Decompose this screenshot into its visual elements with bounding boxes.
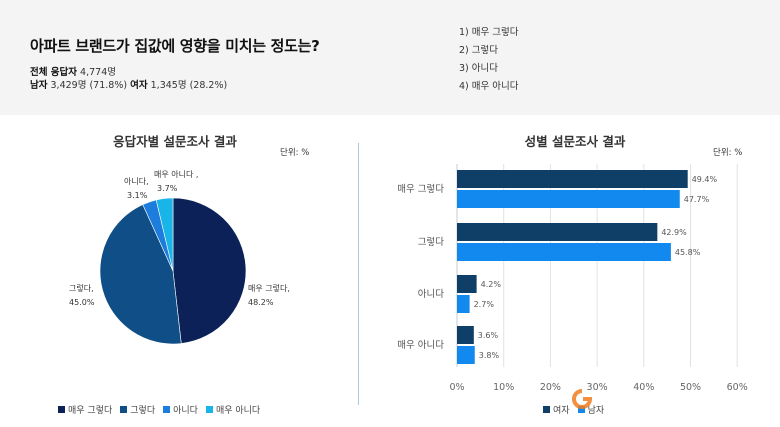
pie-slice-yes — [99, 204, 182, 345]
bar-unit-label: 단위: % — [713, 148, 743, 158]
pie-label-category: 그렇다, — [69, 283, 94, 293]
pie-unit-label: 단위: % — [280, 148, 310, 158]
legend-item-very-yes: 매우 그렇다 — [58, 403, 112, 416]
bar-male — [457, 295, 470, 313]
bar-category-label: 매우 그렇다 — [397, 184, 444, 195]
answer-option: 4) 매우 아니다 — [459, 81, 519, 92]
total-respondents: 전체 응답자 4,774명 — [30, 64, 116, 78]
survey-question: 아파트 브랜드가 집값에 영향을 미치는 정도는? — [30, 37, 320, 55]
bar-value-label: 4.2% — [481, 280, 502, 289]
logo-watermark — [572, 389, 593, 409]
bar-x-tick: 30% — [587, 382, 608, 393]
bar-category-label: 매우 아니다 — [397, 340, 444, 351]
female-value: 1,345명 (28.2%) — [150, 80, 228, 91]
bar-value-label: 49.4% — [692, 175, 718, 184]
legend-item-yes: 그렇다 — [120, 403, 155, 416]
gender-breakdown: 남자 3,429명 (71.8%) 여자 1,345명 (28.2%) — [30, 77, 227, 91]
panel-divider — [358, 143, 359, 405]
answer-options: 1) 매우 그렇다 2) 그렇다 3) 아니다 4) 매우 아니다 — [459, 24, 519, 96]
bar-chart: 0% 10% 20% 30% 40% 50% 60% 매우 그렇다 49.4% 47.7% 그렇다 4… — [397, 164, 748, 393]
legend-swatch — [163, 406, 171, 413]
answer-option: 2) 그렇다 — [459, 45, 498, 56]
bar-legend: 여자 남자 — [543, 403, 612, 416]
bar-female — [457, 275, 477, 293]
bar-female — [457, 170, 688, 188]
legend-item-male: 남자 — [577, 403, 605, 416]
pie-label-value: 3.1% — [127, 191, 148, 200]
legend-label: 매우 아니다 — [215, 406, 261, 416]
legend-swatch — [577, 406, 585, 413]
answer-option: 1) 매우 그렇다 — [459, 27, 519, 38]
bar-male — [457, 243, 671, 261]
male-label: 남자 — [30, 80, 48, 91]
bar-female — [457, 326, 474, 344]
bar-x-tick: 10% — [493, 382, 514, 393]
pie-legend: 매우 그렇다 그렇다 아니다 매우 아니다 — [58, 403, 268, 416]
legend-label: 아니다 — [173, 406, 198, 416]
pie-label-category: 매우 아니다 , — [154, 169, 198, 179]
legend-label: 남자 — [587, 406, 605, 416]
pie-label-category: 아니다, — [124, 176, 149, 186]
pie-label-category: 매우 그렇다, — [248, 283, 290, 293]
total-label: 전체 응답자 — [30, 67, 78, 78]
pie-slice-very-yes — [172, 197, 247, 344]
legend-swatch — [543, 406, 550, 413]
legend-label: 여자 — [553, 406, 570, 416]
bar-x-tick: 60% — [727, 382, 748, 393]
bar-value-label: 42.9% — [661, 228, 687, 237]
bar-x-tick: 50% — [680, 382, 701, 393]
bar-male — [457, 346, 475, 364]
legend-swatch — [58, 406, 65, 413]
bar-female — [457, 223, 658, 241]
female-label: 여자 — [130, 80, 148, 91]
male-value: 3,429명 (71.8%) — [50, 80, 128, 91]
legend-item-female: 여자 — [543, 403, 570, 416]
bar-x-tick: 20% — [540, 382, 561, 393]
pie-slice-very-no — [155, 197, 174, 272]
pie-label-value: 48.2% — [248, 298, 274, 307]
legend-swatch — [120, 406, 128, 413]
total-value: 4,774명 — [80, 67, 116, 78]
legend-item-very-no: 매우 아니다 — [205, 403, 261, 416]
bar-value-label: 47.7% — [684, 195, 710, 204]
survey-header: 아파트 브랜드가 집값에 영향을 미치는 정도는? 전체 응답자 4,774명 … — [0, 0, 780, 115]
bar-value-label: 2.7% — [474, 300, 495, 309]
legend-swatch — [205, 406, 213, 413]
legend-label: 그렇다 — [130, 406, 156, 416]
bar-category-label: 그렇다 — [418, 237, 444, 248]
bar-x-tick: 0% — [449, 382, 464, 393]
bar-category-label: 아니다 — [418, 289, 444, 300]
legend-item-no: 아니다 — [163, 403, 198, 416]
bar-chart-title: 성별 설문조사 결과 — [524, 134, 626, 149]
pie-label-value: 45.0% — [69, 298, 95, 307]
bar-x-tick: 40% — [633, 382, 654, 393]
bar-male — [457, 190, 680, 208]
pie-chart: 매우 그렇다, 48.2% 그렇다, 45.0% 아니다, 3.1% 매우 아니다 , 3.7… — [69, 169, 290, 345]
bar-value-label: 3.6% — [478, 331, 499, 340]
bar-value-label: 45.8% — [675, 248, 701, 257]
pie-label-value: 3.7% — [157, 184, 178, 193]
pie-chart-title: 응답자별 설문조사 결과 — [113, 134, 237, 149]
legend-label: 매우 그렇다 — [68, 406, 113, 416]
answer-option: 3) 아니다 — [459, 63, 498, 74]
bar-value-label: 3.8% — [479, 351, 500, 360]
